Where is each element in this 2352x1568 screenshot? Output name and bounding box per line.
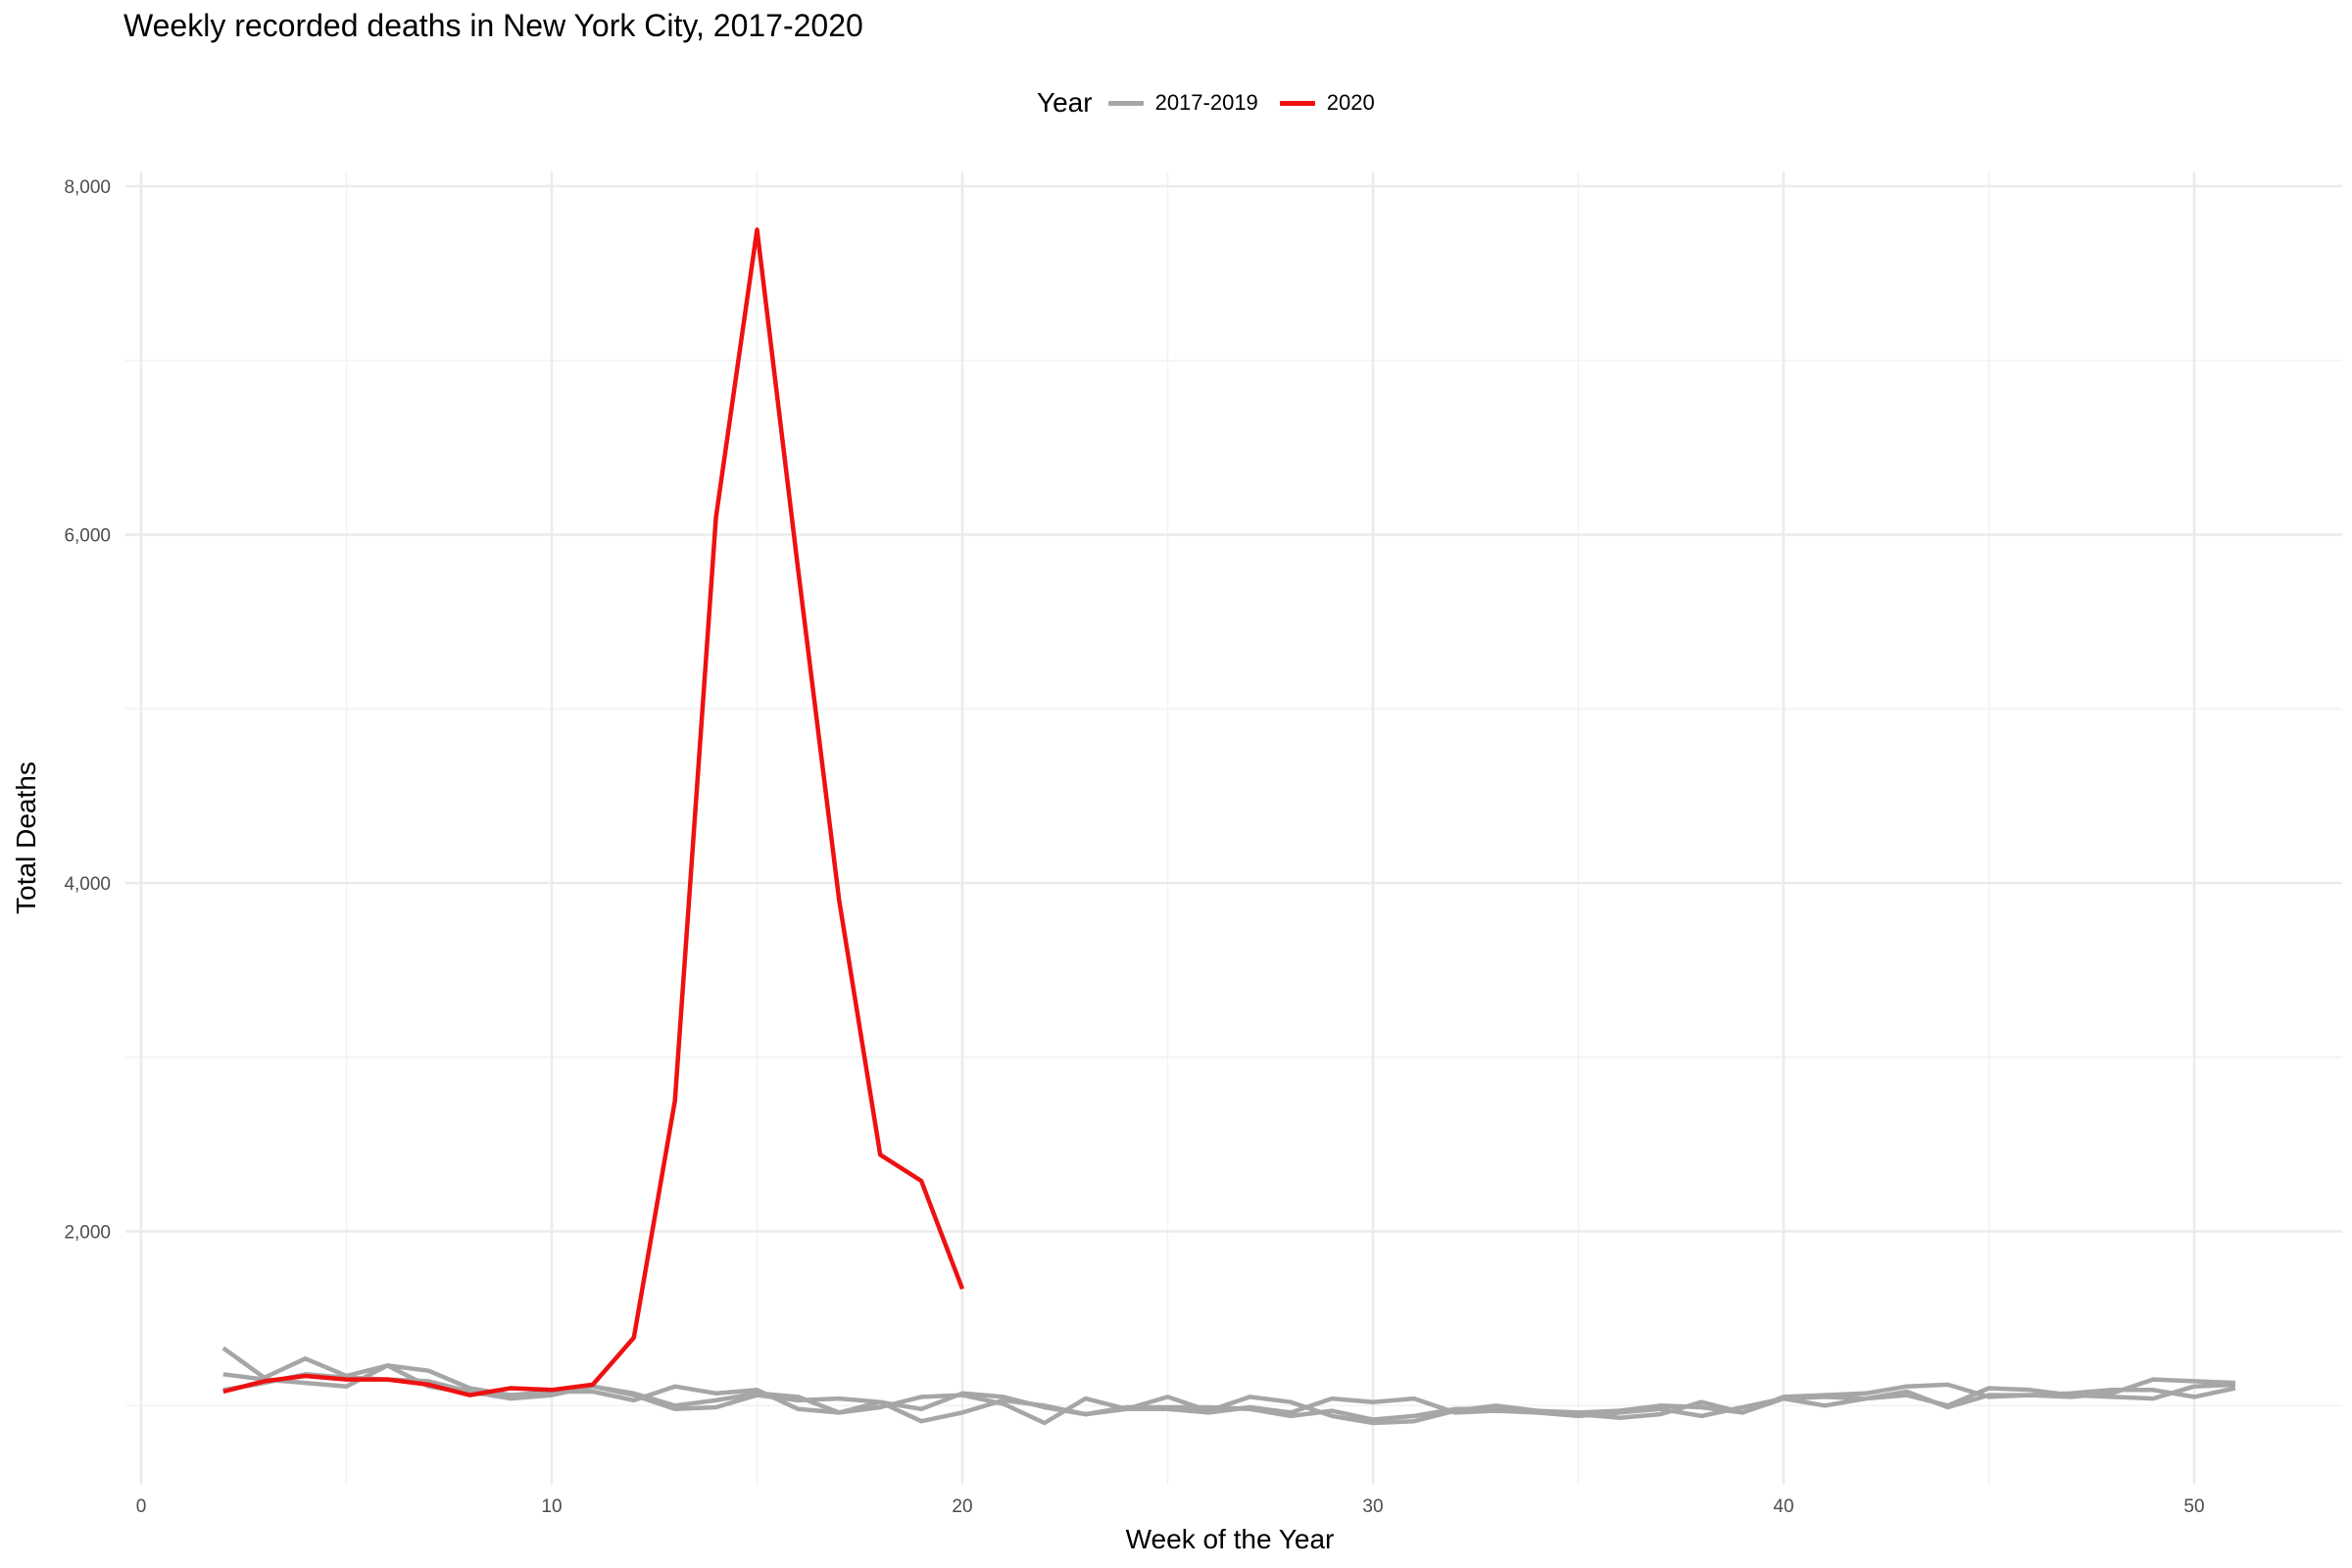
y-tick-label: 2,000 bbox=[64, 1223, 111, 1244]
series-layer bbox=[221, 227, 2236, 1426]
y-tick-label: 4,000 bbox=[64, 874, 111, 895]
x-tick-label: 30 bbox=[1362, 1496, 1383, 1517]
legend-entry-2017-2019: 2017-2019 bbox=[1107, 90, 1258, 116]
legend-label-2017-2019: 2017-2019 bbox=[1154, 90, 1258, 115]
grid-minor bbox=[125, 172, 2342, 1485]
legend-swatch-2020 bbox=[1279, 100, 1315, 106]
legend: Year 2017-2019 2020 bbox=[1037, 84, 1396, 122]
x-tick-label: 0 bbox=[136, 1496, 147, 1517]
x-tick-label: 50 bbox=[2183, 1496, 2204, 1517]
legend-title: Year bbox=[1037, 87, 1093, 118]
chart-title: Weekly recorded deaths in New York City,… bbox=[123, 8, 863, 43]
legend-label-2020: 2020 bbox=[1326, 90, 1375, 115]
x-tick-label: 40 bbox=[1773, 1496, 1793, 1517]
legend-swatch-2017-2019 bbox=[1107, 100, 1144, 106]
series-line-2017-2019-2 bbox=[222, 1372, 2236, 1424]
grid-major bbox=[125, 172, 2342, 1485]
x-tick-label: 10 bbox=[541, 1496, 562, 1517]
y-tick-label: 6,000 bbox=[64, 526, 111, 547]
y-tick-label: 8,000 bbox=[64, 177, 111, 198]
x-axis-label: Week of the Year bbox=[1126, 1524, 1335, 1554]
x-tick-label: 20 bbox=[952, 1496, 972, 1517]
y-axis-label: Total Deaths bbox=[11, 761, 41, 914]
series-line-2020-3 bbox=[222, 227, 965, 1397]
legend-entry-2020: 2020 bbox=[1279, 90, 1375, 116]
tick-labels: 0 10 20 30 40 50 2,000 4,000 6,000 8,000 bbox=[64, 177, 2204, 1517]
